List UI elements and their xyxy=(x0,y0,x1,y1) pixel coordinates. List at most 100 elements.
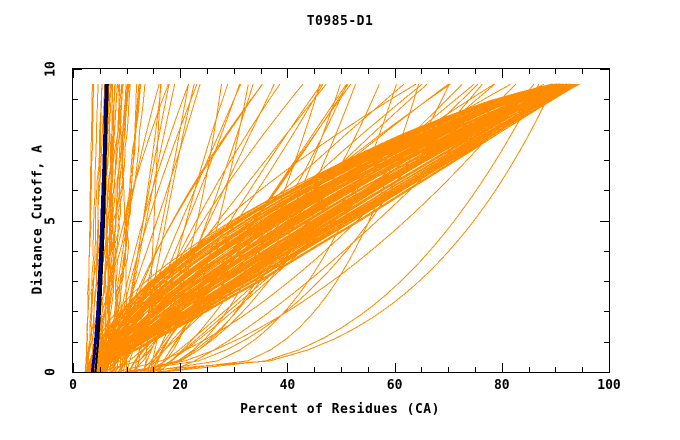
data-curve xyxy=(101,83,579,372)
data-curve xyxy=(95,83,564,372)
tick-mark xyxy=(341,367,342,372)
tick-mark xyxy=(127,367,128,372)
data-curve xyxy=(131,84,254,372)
tick-mark xyxy=(207,69,208,74)
tick-mark xyxy=(73,281,78,282)
tick-mark xyxy=(448,69,449,74)
plot-area xyxy=(72,68,610,373)
tick-mark xyxy=(609,69,610,78)
tick-mark xyxy=(73,342,78,343)
data-curve xyxy=(149,83,463,372)
data-curve xyxy=(84,84,103,372)
tick-mark xyxy=(234,69,235,74)
data-curve xyxy=(98,84,222,372)
tick-mark xyxy=(100,69,101,74)
tick-mark xyxy=(287,363,288,372)
data-curve xyxy=(90,84,108,372)
tick-mark xyxy=(600,69,609,70)
data-curve xyxy=(113,83,263,372)
tick-mark xyxy=(180,363,181,372)
tick-mark xyxy=(604,190,609,191)
x-tick-label: 100 xyxy=(597,378,621,393)
tick-mark xyxy=(421,367,422,372)
data-curve xyxy=(157,84,420,372)
tick-mark xyxy=(261,69,262,74)
x-axis-label: Percent of Residues (CA) xyxy=(240,402,440,417)
data-curve xyxy=(99,84,121,372)
data-curve xyxy=(104,84,201,372)
tick-mark xyxy=(153,69,154,74)
tick-mark xyxy=(395,363,396,372)
tick-mark xyxy=(582,367,583,372)
tick-mark xyxy=(73,160,78,161)
data-curve xyxy=(127,83,535,372)
tick-mark xyxy=(555,367,556,372)
data-curve xyxy=(146,83,449,372)
tick-mark xyxy=(502,69,503,78)
tick-mark xyxy=(529,69,530,74)
y-axis-label: Distance Cutoff, A xyxy=(30,144,46,295)
tick-mark xyxy=(234,367,235,372)
x-tick-label: 60 xyxy=(386,378,403,393)
data-curve xyxy=(142,83,275,372)
tick-mark xyxy=(341,69,342,74)
tick-mark xyxy=(127,69,128,74)
data-curve xyxy=(112,84,198,372)
data-curve xyxy=(119,83,511,372)
data-curve xyxy=(106,84,113,372)
tick-mark xyxy=(582,69,583,74)
data-curve xyxy=(131,84,321,372)
tick-mark xyxy=(421,69,422,74)
tick-mark xyxy=(153,367,154,372)
tick-mark xyxy=(604,130,609,131)
data-curve xyxy=(111,84,162,372)
tick-mark xyxy=(604,311,609,312)
tick-mark xyxy=(609,363,610,372)
tick-mark xyxy=(261,367,262,372)
tick-mark xyxy=(207,367,208,372)
data-curve xyxy=(93,83,575,372)
tick-mark xyxy=(368,367,369,372)
tick-mark xyxy=(600,372,609,373)
tick-mark xyxy=(180,69,181,78)
y-tick-label: 10 xyxy=(43,61,59,77)
data-curve xyxy=(150,83,322,372)
page-title: T0985-D1 xyxy=(306,14,374,29)
data-curve xyxy=(113,83,417,372)
tick-mark xyxy=(73,69,82,70)
data-curve xyxy=(163,83,540,372)
data-curve xyxy=(140,83,347,372)
tick-mark xyxy=(604,251,609,252)
data-curve xyxy=(146,84,397,372)
data-curve xyxy=(114,84,241,372)
tick-mark xyxy=(395,69,396,78)
x-tick-labels: 0 20 40 60 80 100 xyxy=(0,378,680,398)
x-tick-label: 40 xyxy=(279,378,296,393)
tick-mark xyxy=(368,69,369,74)
data-curve xyxy=(168,83,517,372)
tick-mark xyxy=(287,69,288,78)
data-curve xyxy=(97,84,131,372)
data-curve xyxy=(98,84,169,372)
data-curve xyxy=(135,84,195,372)
data-curve xyxy=(129,84,341,372)
data-curve xyxy=(102,83,580,372)
data-curve xyxy=(97,83,573,372)
tick-mark xyxy=(475,69,476,74)
tick-mark xyxy=(502,363,503,372)
data-curve xyxy=(126,83,304,372)
tick-mark xyxy=(73,221,82,222)
data-curve xyxy=(123,83,555,372)
data-curve xyxy=(100,83,324,372)
tick-mark xyxy=(555,69,556,74)
tick-mark xyxy=(600,221,609,222)
tick-mark xyxy=(100,367,101,372)
data-curve xyxy=(101,84,116,372)
tick-mark xyxy=(604,160,609,161)
data-curve xyxy=(154,83,451,372)
data-curve xyxy=(107,84,122,372)
data-curve xyxy=(116,83,483,372)
x-tick-label: 80 xyxy=(493,378,510,393)
data-curve xyxy=(84,84,94,372)
